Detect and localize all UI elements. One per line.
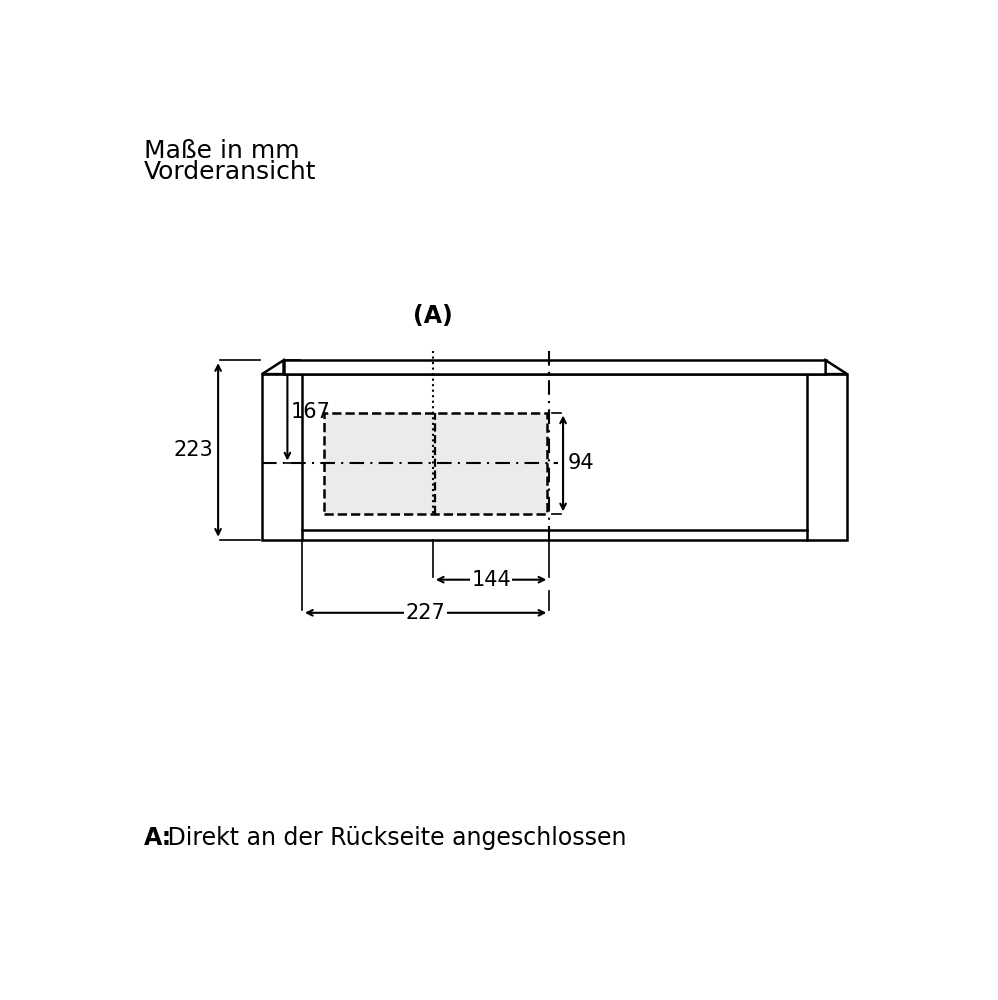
Bar: [323, 413, 547, 514]
Text: Vorderansicht: Vorderansicht: [144, 160, 316, 184]
Polygon shape: [262, 360, 283, 374]
Bar: [262, 374, 847, 540]
Bar: [283, 360, 825, 374]
Text: 223: 223: [174, 440, 214, 460]
Text: 94: 94: [568, 453, 595, 473]
Polygon shape: [825, 360, 847, 374]
Text: Direkt an der Rückseite angeschlossen: Direkt an der Rückseite angeschlossen: [160, 826, 626, 850]
Text: (A): (A): [413, 304, 453, 328]
Text: Maße in mm: Maße in mm: [144, 139, 299, 163]
Text: 167: 167: [290, 402, 330, 422]
Text: 144: 144: [471, 570, 511, 590]
Text: A:: A:: [144, 826, 173, 850]
Text: 227: 227: [406, 603, 445, 623]
